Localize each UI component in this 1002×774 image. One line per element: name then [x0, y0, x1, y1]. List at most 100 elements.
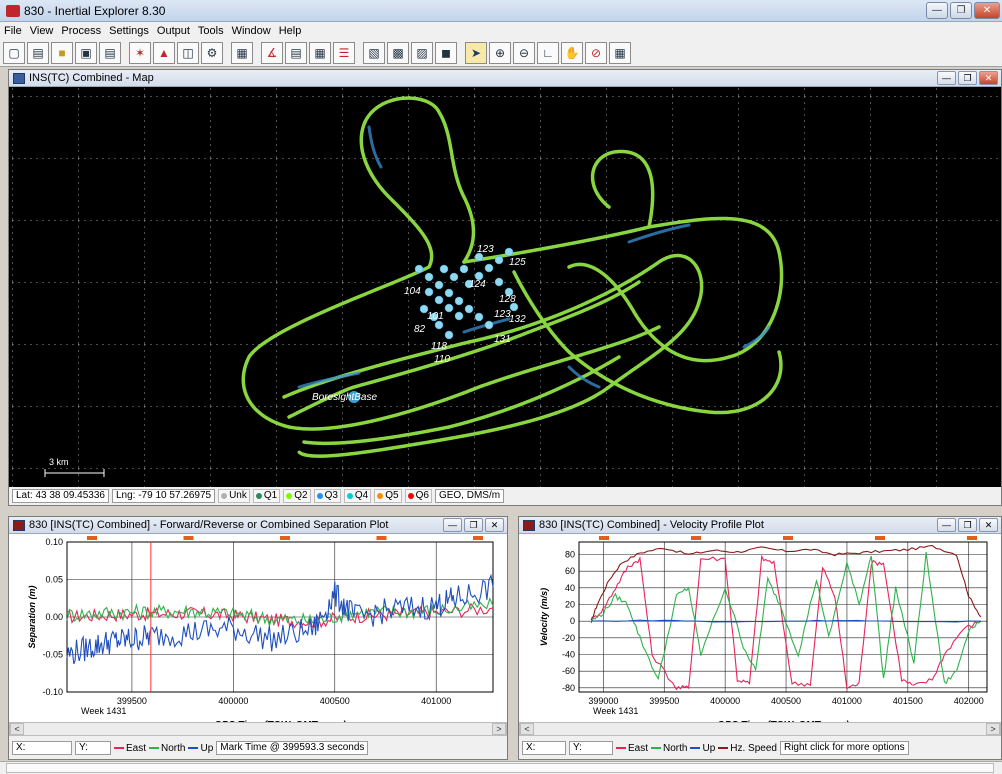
menu-settings[interactable]: Settings [109, 24, 149, 37]
velocity-plot[interactable]: 399000 399500 400000 400500 401000 401500 4020… [519, 534, 1001, 722]
sep-close-button[interactable]: ✕ [485, 518, 504, 532]
map-restore-button[interactable]: ❐ [958, 71, 977, 85]
output-icon[interactable]: ◼ [435, 41, 457, 64]
export-icon[interactable]: ▨ [411, 41, 433, 64]
svg-text:118: 118 [431, 341, 447, 352]
y-axis-label: Separation (m) [27, 585, 37, 648]
map-canvas[interactable]: 123 125 104 124 128 123 132 131 118 110 … [9, 87, 1001, 487]
combine-icon[interactable]: ◫ [177, 41, 199, 64]
svg-text:131: 131 [494, 334, 511, 345]
svg-text:101: 101 [427, 311, 444, 322]
week-label: Week 1431 [593, 706, 638, 716]
quality-q6[interactable]: Q6 [404, 489, 432, 503]
measure-icon[interactable]: ∟ [537, 41, 559, 64]
stop-icon[interactable]: ⊘ [585, 41, 607, 64]
open-folder-icon[interactable]: ■ [51, 41, 73, 64]
base-station-marker[interactable] [348, 391, 360, 403]
quality-q3[interactable]: Q3 [313, 489, 341, 503]
event-marker [183, 536, 194, 540]
series-line-up [66, 573, 494, 665]
sep-x-readout: X: [12, 741, 72, 755]
menu-bar: File View Process Settings Output Tools … [0, 22, 1002, 39]
calculator-icon[interactable]: ▦ [609, 41, 631, 64]
zoom-out-icon[interactable]: ⊖ [513, 41, 535, 64]
map-icon[interactable]: ▦ [231, 41, 253, 64]
map-close-button[interactable]: ✕ [979, 71, 998, 85]
base-station-label: BoresightBase [312, 392, 377, 403]
print-icon[interactable]: ▤ [99, 41, 121, 64]
svg-text:123: 123 [477, 244, 494, 255]
event-marker [691, 536, 701, 540]
map-minimize-button[interactable]: — [937, 71, 956, 85]
new-icon[interactable]: ▢ [3, 41, 25, 64]
document-icon [13, 519, 25, 531]
x-tick-label: 400500 [320, 696, 350, 706]
sep-restore-button[interactable]: ❐ [464, 518, 483, 532]
y-tick-label: 0.05 [45, 575, 63, 585]
mark-time-readout: Mark Time @ 399593.3 seconds [216, 741, 369, 755]
x-axis-label: GPS Time (TOW, GMT zone) [717, 720, 850, 722]
y-tick-label: 60 [565, 566, 575, 576]
menu-view[interactable]: View [29, 24, 54, 37]
quality-q1[interactable]: Q1 [252, 489, 281, 503]
quality-q5[interactable]: Q5 [374, 489, 402, 503]
quality-unk[interactable]: Unk [218, 489, 250, 503]
vel-horizontal-scrollbar[interactable]: < > [519, 722, 1001, 736]
grid-icon[interactable]: ▩ [387, 41, 409, 64]
y-tick-label: 40 [565, 583, 575, 593]
epoch-labels: 123 125 104 124 128 123 132 131 118 110 … [404, 244, 526, 365]
process-ins-icon[interactable]: ▲ [153, 41, 175, 64]
menu-process[interactable]: Process [61, 24, 102, 37]
engine-icon[interactable]: ⚙ [201, 41, 223, 64]
x-axis-label: GPS Time (TOW, GMT zone) [214, 720, 347, 722]
series-line-up [591, 619, 981, 623]
restore-button[interactable]: ❐ [950, 2, 972, 19]
x-tick-label: 400000 [710, 696, 740, 706]
x-tick-label: 399000 [588, 696, 618, 706]
list-icon[interactable]: ☰ [333, 41, 355, 64]
quality-q4[interactable]: Q4 [343, 489, 372, 503]
event-marker [473, 536, 483, 540]
velocity-plot-title: 830 [INS(TC) Combined] - Velocity Profil… [539, 519, 764, 531]
sep-horizontal-scrollbar[interactable]: < > [9, 722, 507, 736]
projection-readout: GEO, DMS/m [434, 489, 505, 503]
minimize-button[interactable]: — [926, 2, 948, 19]
vel-status-bar: X: Y: East North Up Hz. Speed Right clic… [519, 739, 1001, 757]
menu-window[interactable]: Window [231, 24, 271, 37]
svg-text:82: 82 [414, 324, 426, 335]
close-button[interactable]: ✕ [974, 2, 1000, 19]
vel-minimize-button[interactable]: — [937, 518, 956, 532]
y-tick-label: -0.05 [42, 650, 63, 660]
sep-status-bar: X: Y: East North Up Mark Time @ 399593.3… [9, 739, 507, 757]
menu-output[interactable]: Output [156, 24, 190, 37]
zoom-in-icon[interactable]: ⊕ [489, 41, 511, 64]
y-tick-label: 0.00 [45, 612, 63, 622]
svg-text:104: 104 [404, 286, 421, 297]
menu-file[interactable]: File [4, 24, 22, 37]
trajectory [241, 96, 784, 458]
separation-plot[interactable]: 399500 400000 400500 401000 -0.10 -0.05 0.00 0.… [9, 534, 507, 722]
velocity-plot-title-bar: 830 [INS(TC) Combined] - Velocity Profil… [519, 517, 1001, 534]
app-title-bar: 830 - Inertial Explorer 8.30 — ❐ ✕ [0, 0, 1002, 22]
longitude-readout: Lng: -79 10 57.26975 [111, 489, 216, 503]
menu-help[interactable]: Help [278, 24, 302, 37]
save-icon[interactable]: ▣ [75, 41, 97, 64]
vel-restore-button[interactable]: ❐ [958, 518, 977, 532]
plot-icon[interactable]: ∡ [261, 41, 283, 64]
document-icon [13, 72, 25, 84]
pointer-icon[interactable]: ➤ [465, 41, 487, 64]
table-icon[interactable]: ▦ [309, 41, 331, 64]
pan-icon[interactable]: ✋ [561, 41, 583, 64]
menu-tools[interactable]: Tools [197, 24, 224, 37]
graph-icon[interactable]: ▧ [363, 41, 385, 64]
week-label: Week 1431 [81, 706, 126, 716]
quality-q2[interactable]: Q2 [283, 489, 311, 503]
series-line-north [66, 597, 494, 629]
vel-close-button[interactable]: ✕ [979, 518, 998, 532]
chart-icon[interactable]: ▤ [285, 41, 307, 64]
series-line-hzspeed [590, 544, 982, 621]
sep-minimize-button[interactable]: — [443, 518, 462, 532]
latitude-readout: Lat: 43 38 09.45336 [12, 489, 109, 503]
open-icon[interactable]: ▤ [27, 41, 49, 64]
process-gnss-icon[interactable]: ✶ [129, 41, 151, 64]
